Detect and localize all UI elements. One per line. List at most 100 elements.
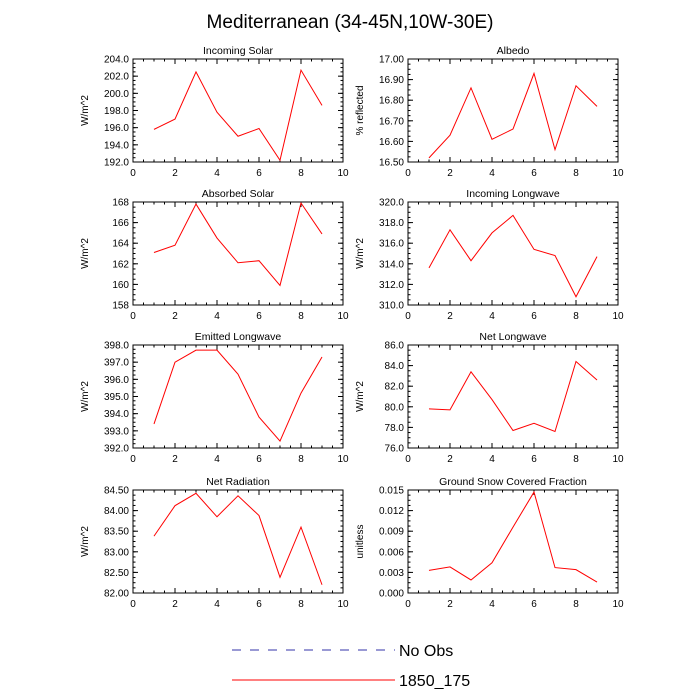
panel-4: Emitted Longwave W/m^2 0 2 4 6 8 10 392.0 393.0 39… bbox=[80, 331, 349, 465]
x-tick-label: 8 bbox=[298, 599, 304, 610]
panels-group: Incoming Solar W/m^2 0 2 4 6 8 10 192.0 194.0 196.… bbox=[80, 45, 624, 610]
panel-2: Absorbed Solar W/m^2 0 2 4 6 8 10 158 160 162 164 16… bbox=[80, 188, 349, 322]
y-tick-label: 16.90 bbox=[379, 75, 404, 86]
y-tick-label: 198.0 bbox=[104, 106, 129, 117]
x-tick-label: 8 bbox=[298, 311, 304, 322]
x-tick-label: 10 bbox=[612, 168, 624, 179]
x-tick-label: 2 bbox=[447, 454, 453, 465]
x-tick-label: 2 bbox=[172, 599, 178, 610]
x-tick-label: 8 bbox=[573, 454, 579, 465]
y-tick-label: 0.003 bbox=[379, 568, 404, 579]
x-tick-label: 4 bbox=[214, 168, 220, 179]
y-tick-label: 166 bbox=[112, 218, 129, 229]
y-tick-label: 0.006 bbox=[379, 547, 404, 558]
x-tick-label: 0 bbox=[405, 168, 411, 179]
panel-3: Incoming Longwave W/m^2 0 2 4 6 8 10 310.0 312.0 3… bbox=[355, 188, 624, 322]
x-tick-label: 0 bbox=[130, 168, 136, 179]
y-tick-label: 200.0 bbox=[104, 89, 129, 100]
x-tick-label: 10 bbox=[337, 311, 349, 322]
y-axis-label: W/m^2 bbox=[80, 238, 91, 269]
y-tick-label: 80.0 bbox=[385, 402, 405, 413]
y-tick-label: 16.50 bbox=[379, 158, 404, 169]
y-tick-label: 393.0 bbox=[104, 426, 129, 437]
x-tick-label: 0 bbox=[405, 599, 411, 610]
x-tick-label: 4 bbox=[214, 454, 220, 465]
y-tick-label: 0.012 bbox=[379, 506, 404, 517]
x-tick-label: 4 bbox=[214, 311, 220, 322]
x-tick-label: 8 bbox=[298, 168, 304, 179]
x-tick-label: 10 bbox=[337, 599, 349, 610]
y-tick-label: 158 bbox=[112, 301, 129, 312]
y-tick-label: 314.0 bbox=[379, 259, 404, 270]
y-tick-label: 76.0 bbox=[385, 444, 405, 455]
x-tick-label: 4 bbox=[214, 599, 220, 610]
panel-7: Ground Snow Covered Fraction unitless 0 2 4 6… bbox=[355, 476, 624, 610]
y-axis-label: W/m^2 bbox=[80, 381, 91, 412]
x-tick-label: 0 bbox=[130, 311, 136, 322]
x-tick-label: 10 bbox=[337, 454, 349, 465]
y-tick-label: 196.0 bbox=[104, 123, 129, 134]
y-tick-label: 84.0 bbox=[385, 361, 405, 372]
y-tick-label: 168 bbox=[112, 198, 129, 209]
x-tick-label: 10 bbox=[612, 311, 624, 322]
y-tick-label: 16.60 bbox=[379, 137, 404, 148]
y-tick-label: 17.00 bbox=[379, 55, 404, 66]
x-tick-label: 2 bbox=[447, 311, 453, 322]
panel-1: Albedo % reflected 0 2 4 6 8 10 16.50 16.60 16.70 1… bbox=[355, 45, 624, 179]
y-axis-label: W/m^2 bbox=[355, 238, 366, 269]
legend-label-0: No Obs bbox=[399, 643, 453, 660]
y-tick-label: 0.009 bbox=[379, 527, 404, 538]
y-tick-label: 86.0 bbox=[385, 341, 405, 352]
panel-0: Incoming Solar W/m^2 0 2 4 6 8 10 192.0 194.0 196.… bbox=[80, 45, 349, 179]
y-tick-label: 192.0 bbox=[104, 158, 129, 169]
series-line-1850_175 bbox=[153, 492, 323, 585]
panel-6: Net Radiation W/m^2 0 2 4 6 8 10 82.00 82.50 83.00… bbox=[80, 476, 349, 610]
x-tick-label: 6 bbox=[531, 168, 537, 179]
series-line-1850_175 bbox=[428, 490, 598, 583]
x-tick-label: 6 bbox=[256, 168, 262, 179]
legend: No Obs 1850_175 bbox=[232, 643, 470, 690]
x-tick-label: 6 bbox=[531, 311, 537, 322]
x-tick-label: 2 bbox=[172, 454, 178, 465]
x-tick-label: 8 bbox=[573, 168, 579, 179]
y-tick-label: 318.0 bbox=[379, 218, 404, 229]
y-tick-label: 0.000 bbox=[379, 589, 404, 600]
y-tick-label: 78.0 bbox=[385, 423, 405, 434]
y-tick-label: 82.50 bbox=[104, 568, 129, 579]
y-axis-label: W/m^2 bbox=[80, 526, 91, 557]
panel-title: Net Radiation bbox=[206, 476, 270, 488]
plot-frame bbox=[132, 489, 344, 594]
x-tick-label: 6 bbox=[256, 454, 262, 465]
panel-title: Incoming Solar bbox=[203, 45, 274, 57]
x-tick-label: 0 bbox=[130, 599, 136, 610]
y-tick-label: 16.70 bbox=[379, 116, 404, 127]
y-tick-label: 204.0 bbox=[104, 55, 129, 66]
x-tick-label: 0 bbox=[405, 311, 411, 322]
y-tick-label: 316.0 bbox=[379, 239, 404, 250]
y-tick-label: 0.015 bbox=[379, 486, 404, 497]
panel-title: Ground Snow Covered Fraction bbox=[439, 476, 587, 488]
x-tick-label: 10 bbox=[337, 168, 349, 179]
y-tick-label: 394.0 bbox=[104, 409, 129, 420]
y-tick-label: 82.00 bbox=[104, 589, 129, 600]
y-tick-label: 164 bbox=[112, 239, 129, 250]
series-line-1850_175 bbox=[428, 360, 598, 433]
y-tick-label: 392.0 bbox=[104, 444, 129, 455]
y-tick-label: 83.50 bbox=[104, 527, 129, 538]
x-tick-label: 4 bbox=[489, 599, 495, 610]
series-line-1850_175 bbox=[428, 214, 598, 298]
y-tick-label: 16.80 bbox=[379, 96, 404, 107]
x-tick-label: 6 bbox=[256, 311, 262, 322]
plot-frame bbox=[407, 344, 619, 449]
y-tick-label: 84.00 bbox=[104, 506, 129, 517]
x-tick-label: 4 bbox=[489, 454, 495, 465]
x-tick-label: 2 bbox=[172, 311, 178, 322]
y-tick-label: 398.0 bbox=[104, 341, 129, 352]
y-axis-label: % reflected bbox=[355, 85, 366, 135]
plot-frame bbox=[132, 201, 344, 306]
y-tick-label: 160 bbox=[112, 280, 129, 291]
y-tick-label: 194.0 bbox=[104, 140, 129, 151]
y-tick-label: 83.00 bbox=[104, 547, 129, 558]
x-tick-label: 0 bbox=[130, 454, 136, 465]
